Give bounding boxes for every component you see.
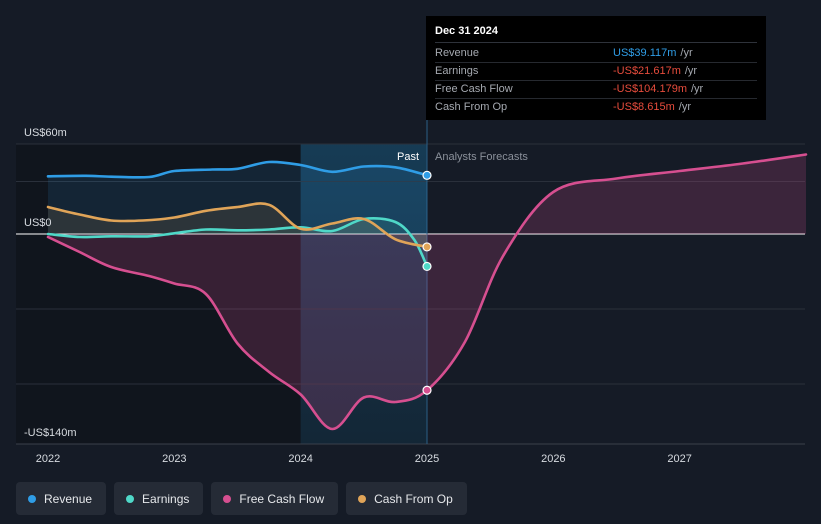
tooltip-value: -US$8.615m [613,101,675,113]
legend-label: Free Cash Flow [239,491,325,506]
legend-dot-icon [126,494,135,503]
tooltip-label: Free Cash Flow [435,83,513,95]
tooltip-unit: /yr [691,83,704,95]
legend: Revenue Earnings Free Cash Flow Cash Fro… [16,482,467,515]
free-cash-flow-area [48,154,806,430]
highlight-band [300,144,427,444]
tooltip-row-revenue: Revenue US$39.117m /yr [435,45,757,63]
legend-label: Cash From Op [374,491,453,506]
tooltip-unit: /yr [680,47,693,59]
cash-from-op-line [46,202,429,249]
tooltip: Dec 31 2024 Revenue US$39.117m /yr Earni… [426,16,766,120]
tooltip-date: Dec 31 2024 [435,24,757,43]
revenue-marker [422,170,432,180]
tooltip-row-cash-from-op: Cash From Op -US$8.615m /yr [435,99,757,116]
legend-item-earnings[interactable]: Earnings [114,482,204,515]
y-axis-zero-label: US$0 [24,217,52,229]
legend-item-free-cash-flow[interactable]: Free Cash Flow [211,482,339,515]
past-label: Past [397,151,419,163]
y-axis-bottom-label: -US$140m [24,427,77,439]
x-tick-label: 2026 [541,453,565,465]
tooltip-value: US$39.117m [613,47,677,59]
tooltip-label: Revenue [435,47,480,59]
y-axis-top-label: US$60m [24,127,67,139]
x-tick-label: 2027 [667,453,691,465]
x-tick-label: 2025 [415,453,439,465]
legend-item-revenue[interactable]: Revenue [16,482,107,515]
tooltip-unit: /yr [684,65,698,77]
free-cash-flow-marker [422,385,432,395]
revenue-line [46,160,429,179]
x-tick-label: 2022 [36,453,60,465]
legend-label: Revenue [44,491,93,506]
x-tick-label: 2024 [288,453,312,465]
tooltip-unit: /yr [678,101,691,113]
legend-item-cash-from-op[interactable]: Cash From Op [346,482,467,515]
tooltip-label: Cash From Op [435,101,508,113]
legend-dot-icon [223,494,232,503]
cash-from-op-marker [422,242,432,252]
earnings-area [48,218,427,267]
tooltip-row-earnings: Earnings -US$21.617m /yr [435,63,757,81]
x-tick-label: 2023 [162,453,186,465]
cash-from-op-area [48,203,427,247]
forecast-label: Analysts Forecasts [435,151,528,163]
legend-dot-icon [358,494,367,503]
legend-label: Earnings [142,491,190,506]
tooltip-value: -US$104.179m [613,83,687,95]
tooltip-value: -US$21.617m [613,65,681,77]
revenue-area [48,161,427,234]
tooltip-label: Earnings [435,65,479,77]
earnings-line [46,217,429,268]
free-cash-flow-line [46,153,808,431]
earnings-marker [422,261,432,272]
legend-dot-icon [28,494,36,503]
tooltip-row-free-cash-flow: Free Cash Flow -US$104.179m /yr [435,81,757,99]
